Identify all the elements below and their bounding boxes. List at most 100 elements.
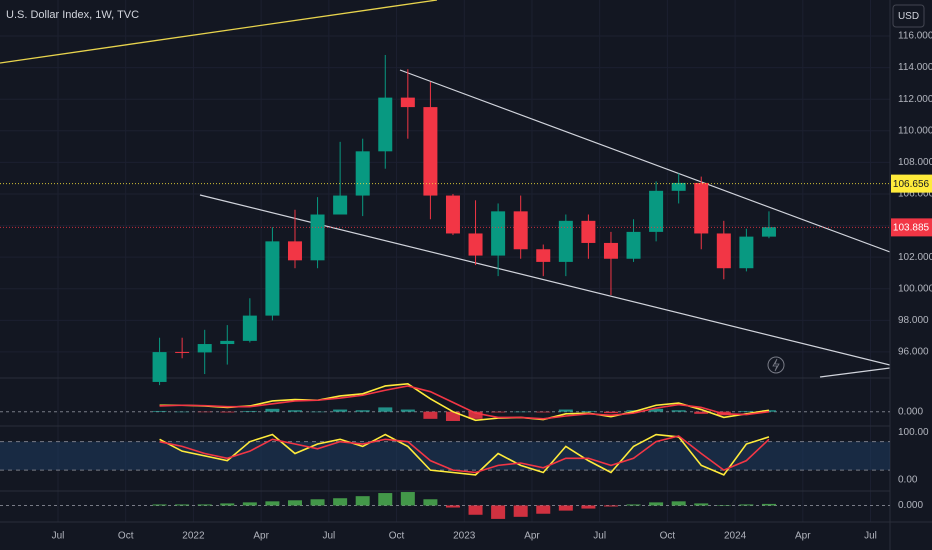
histogram-bar [536, 411, 551, 413]
indicator-line [159, 433, 770, 476]
histogram-bar [694, 411, 709, 414]
candle-body [220, 340, 235, 345]
grid [0, 0, 890, 522]
candle-body [649, 190, 664, 232]
histogram-bar [536, 505, 551, 514]
trend-line [819, 367, 891, 378]
y-tick-label: 100.000 [898, 283, 932, 294]
indicator-line [159, 435, 770, 474]
histogram-bar [694, 503, 709, 506]
indicator-line [159, 382, 770, 422]
histogram-bar [152, 410, 167, 412]
y-tick-label: 0.000 [898, 500, 923, 511]
x-tick-label: Jul [864, 531, 877, 542]
candle-body [355, 151, 370, 196]
y-tick-label: 110.000 [898, 125, 932, 136]
candle-body [468, 233, 483, 256]
histogram-bar [242, 502, 257, 506]
trend-line [0, 0, 438, 64]
candle-body [333, 195, 348, 215]
histogram-bar [423, 411, 438, 419]
histogram-bar [378, 493, 393, 506]
x-tick-label: 2023 [453, 531, 476, 542]
y-tick-label: 0.000 [898, 406, 923, 417]
x-tick-label: Jul [322, 531, 335, 542]
histogram-bar [445, 505, 460, 508]
candle-body [761, 227, 776, 237]
histogram-bar [581, 410, 596, 412]
histogram-bar [220, 411, 235, 413]
candle-body [716, 233, 731, 269]
candle-body [242, 315, 257, 341]
alert-icon[interactable] [767, 356, 785, 374]
price-badge [891, 218, 932, 237]
candle-body [491, 211, 506, 256]
x-tick-label: 2024 [724, 531, 747, 542]
histogram-bar [603, 411, 618, 414]
candle-body [445, 195, 460, 234]
price-badge-label: 106.656 [893, 179, 930, 190]
candle-body [310, 214, 325, 261]
candle-body [152, 352, 167, 382]
candle-body [175, 351, 190, 353]
candle-body [671, 182, 686, 191]
histogram-bar [513, 411, 528, 413]
histogram-bar [197, 504, 212, 506]
y-tick-label: 96.000 [898, 347, 929, 358]
histogram-bar [649, 502, 664, 506]
candle-body [513, 211, 528, 250]
chart-title: U.S. Dollar Index, 1W, TVC [6, 9, 139, 21]
histogram-bar [197, 411, 212, 413]
candle-body [694, 182, 709, 234]
y-tick-label: 98.000 [898, 315, 929, 326]
histogram-bar [378, 407, 393, 412]
candle-body [739, 236, 754, 269]
histogram-bar [310, 411, 325, 413]
histogram-bar [265, 501, 280, 506]
candle-body [536, 249, 551, 262]
histogram-bar [739, 504, 754, 506]
y-tick-label: 0.00 [898, 474, 918, 485]
indicator-line [159, 385, 770, 420]
histogram-bar [513, 505, 528, 517]
x-tick-label: Apr [524, 531, 540, 542]
histogram-bar [333, 498, 348, 506]
x-tick-label: 2022 [182, 531, 205, 542]
x-tick-label: Oct [660, 531, 676, 542]
histogram-bar [581, 505, 596, 509]
histogram-bar [468, 411, 483, 419]
candle-body [603, 242, 618, 259]
histogram-bar [739, 410, 754, 412]
histogram-bar [355, 496, 370, 506]
histogram-bar [400, 409, 415, 412]
histogram-bar [649, 408, 664, 412]
histogram-bar [287, 500, 302, 506]
price-badge-label: 103.885 [893, 223, 930, 234]
candle-body [626, 231, 641, 259]
histogram-bar [671, 501, 686, 506]
candle-body [558, 220, 573, 262]
x-tick-label: Apr [795, 531, 811, 542]
y-tick-label: 108.000 [898, 157, 932, 168]
histogram-bar [671, 410, 686, 412]
histogram-bar [423, 499, 438, 506]
currency-button[interactable] [892, 4, 925, 28]
y-tick-label: 114.000 [898, 62, 932, 73]
price-badge [891, 174, 932, 193]
x-tick-label: Apr [253, 531, 269, 542]
histogram-bar [491, 411, 506, 413]
candle-body [581, 220, 596, 243]
trend-line [399, 69, 891, 253]
y-tick-label: 112.000 [898, 94, 932, 105]
band [0, 441, 890, 471]
histogram-bar [175, 504, 190, 506]
x-tick-label: Oct [389, 531, 405, 542]
histogram-bar [558, 505, 573, 511]
histogram-bar [175, 411, 190, 413]
currency-label[interactable]: USD [898, 11, 919, 22]
histogram-bar [333, 409, 348, 412]
histogram-bar [355, 410, 370, 412]
histogram-bar [626, 504, 641, 506]
histogram-bar [242, 410, 257, 412]
histogram-bar [265, 408, 280, 412]
